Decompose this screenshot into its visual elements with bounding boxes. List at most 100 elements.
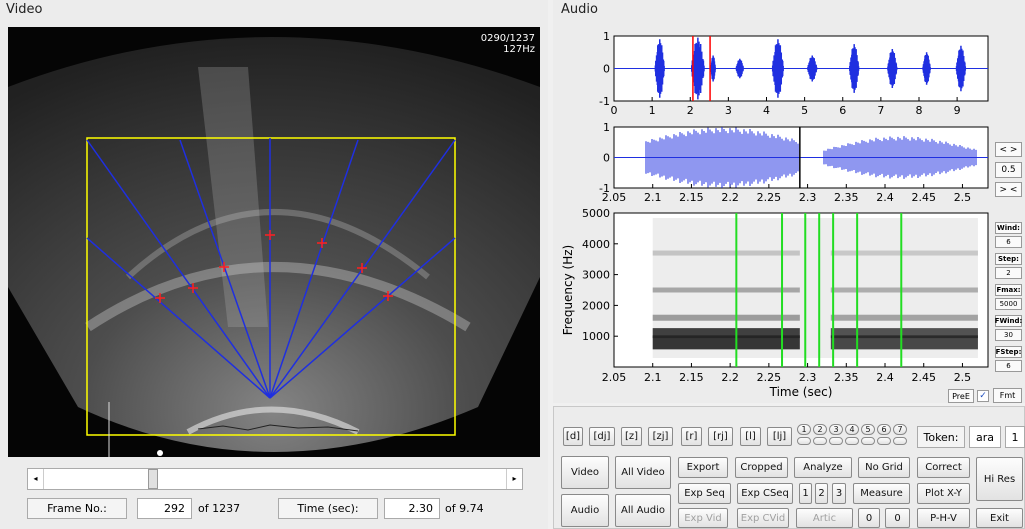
x-tick-label: 2.3 [799, 191, 817, 204]
side-fstep[interactable]: 6 [995, 360, 1022, 372]
x-tick-label: 2.1 [644, 191, 662, 204]
control-button[interactable]: Audio [561, 494, 609, 527]
control-button[interactable]: No Grid [858, 457, 910, 478]
control-button[interactable]: 3 [832, 483, 846, 504]
control-button[interactable]: Cropped [735, 457, 788, 478]
x-tick-label: 2.5 [954, 191, 972, 204]
x-tick-label: 2.2 [721, 371, 739, 384]
side-wind[interactable]: 6 [995, 236, 1022, 248]
control-button[interactable]: Artic [796, 508, 853, 528]
frame-total: of 1237 [198, 502, 240, 515]
number-button[interactable]: 2 [813, 424, 827, 435]
control-button[interactable]: Hi Res [976, 457, 1023, 501]
video-view: 0290/1237 127Hz [8, 27, 540, 457]
y-tick-label: 1 [603, 121, 610, 134]
control-button[interactable]: Export [678, 457, 728, 478]
scroll-thumb[interactable] [148, 469, 158, 489]
y-tick-label: -1 [599, 95, 610, 108]
page: Video 0290/1237 127Hz ◂ ▸ Frame No.: 292… [0, 0, 1025, 529]
x-tick-label: 2.25 [757, 371, 782, 384]
token-index[interactable]: 1 [1005, 426, 1025, 448]
control-button[interactable]: Exp CSeq [737, 483, 793, 504]
side-fmax[interactable]: 5000 [995, 298, 1022, 310]
token-label: Token: [917, 426, 965, 448]
number-button[interactable]: 3 [829, 424, 843, 435]
control-button[interactable]: All Video [615, 456, 671, 489]
y-tick-label: 1 [603, 30, 610, 43]
side-fwind[interactable]: 30 [995, 329, 1022, 341]
token-button[interactable]: [l] [740, 427, 761, 446]
number-slot[interactable] [845, 437, 859, 445]
number-slot[interactable] [797, 437, 811, 445]
time-label: Time (sec): [278, 498, 378, 519]
y-tick-label: 2000 [582, 299, 610, 312]
number-slot[interactable] [877, 437, 891, 445]
control-button[interactable]: All Audio [615, 494, 671, 527]
side-expand[interactable]: < > [995, 142, 1022, 157]
side-shrink[interactable]: > < [995, 182, 1022, 197]
number-slot[interactable] [829, 437, 843, 445]
token-button[interactable]: [z] [621, 427, 642, 446]
side-zoom-factor[interactable]: 0.5 [995, 162, 1022, 178]
pre-emphasis-checkbox[interactable]: ✓ [977, 390, 989, 402]
control-button[interactable]: P-H-V [917, 508, 970, 528]
y-axis-label: Frequency (Hz) [561, 245, 575, 336]
number-slot[interactable] [893, 437, 907, 445]
token-button[interactable]: [r] [681, 427, 702, 446]
side-step[interactable]: 2 [995, 267, 1022, 279]
token-button[interactable]: [dj] [589, 427, 615, 446]
token-button[interactable]: [zj] [648, 427, 673, 446]
control-button[interactable]: Plot X-Y [917, 483, 970, 504]
control-button[interactable]: Measure [853, 483, 910, 504]
y-tick-label: -1 [599, 182, 610, 195]
token-input[interactable]: ara [969, 426, 1001, 448]
control-button[interactable]: Video [561, 456, 609, 489]
y-tick-label: 3000 [582, 269, 610, 282]
scroll-right[interactable]: ▸ [506, 469, 522, 489]
token-button[interactable]: [d] [563, 427, 583, 446]
frame-input[interactable]: 292 [137, 498, 192, 519]
control-button[interactable]: 1 [799, 483, 812, 504]
control-button[interactable]: Exp Seq [678, 483, 731, 504]
control-button[interactable]: Analyze [794, 457, 852, 478]
y-tick-label: 0 [603, 63, 610, 76]
control-button[interactable]: Exp Vid [678, 508, 728, 528]
number-button[interactable]: 1 [797, 424, 811, 435]
pre-emphasis[interactable]: PreE [948, 389, 974, 403]
x-tick-label: 2.05 [602, 371, 627, 384]
control-button[interactable]: Exp CVid [737, 508, 789, 528]
fmt-button[interactable]: Fmt [993, 388, 1022, 403]
x-tick-label: 6 [839, 104, 846, 117]
number-button[interactable]: 7 [893, 424, 907, 435]
control-button[interactable]: 2 [815, 483, 828, 504]
number-slot[interactable] [813, 437, 827, 445]
side-wind-label: Wind: [995, 222, 1022, 234]
x-tick-label: 2.15 [679, 191, 704, 204]
scroll-left[interactable]: ◂ [28, 469, 44, 489]
time-input[interactable]: 2.30 [384, 498, 440, 519]
control-button[interactable]: 0 [858, 508, 880, 528]
x-tick-label: 2.4 [876, 191, 894, 204]
token-button[interactable]: [lj] [767, 427, 792, 446]
frame-scrollbar[interactable]: ◂ ▸ [27, 468, 523, 490]
control-button[interactable]: Exit [976, 508, 1023, 528]
x-tick-label: 7 [877, 104, 884, 117]
number-button[interactable]: 6 [877, 424, 891, 435]
x-tick-label: 5 [801, 104, 808, 117]
audio-plots: 0123456789-1012.052.12.152.22.252.32.352… [553, 0, 1025, 403]
control-button[interactable]: Correct [917, 457, 970, 478]
x-tick-label: 2.35 [834, 191, 859, 204]
x-tick-label: 3 [725, 104, 732, 117]
frame-info: 0290/1237 [481, 33, 535, 44]
number-slot[interactable] [861, 437, 875, 445]
number-button[interactable]: 4 [845, 424, 859, 435]
control-button[interactable]: 0 [885, 508, 910, 528]
side-fstep-label: FStep: [995, 346, 1022, 358]
time-total: of 9.74 [445, 502, 484, 515]
number-button[interactable]: 5 [861, 424, 875, 435]
x-tick-label: 2.2 [721, 191, 739, 204]
pitch: 127Hz [503, 44, 535, 55]
x-tick-label: 2.1 [644, 371, 662, 384]
token-button[interactable]: [rj] [708, 427, 733, 446]
x-tick-label: 2.4 [876, 371, 894, 384]
